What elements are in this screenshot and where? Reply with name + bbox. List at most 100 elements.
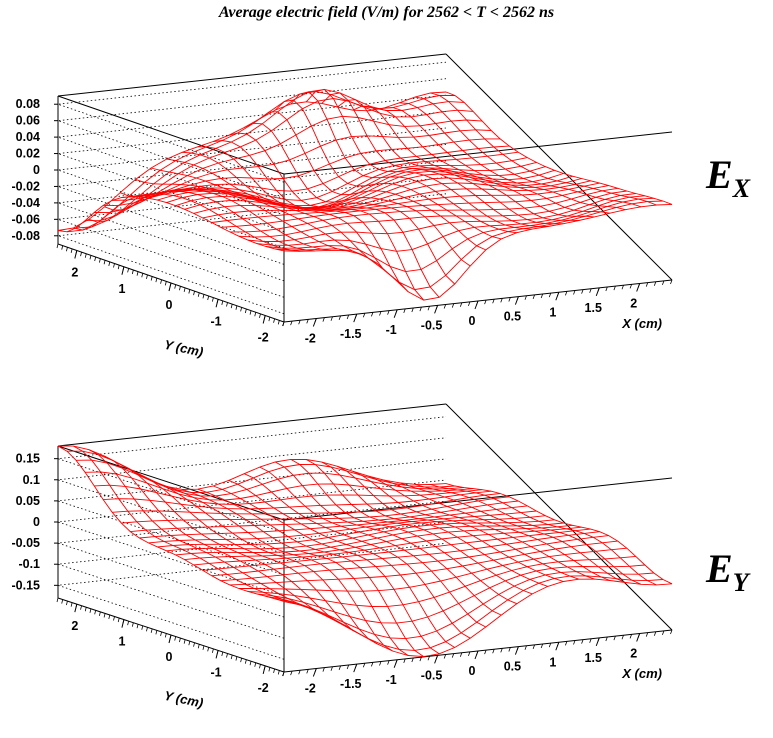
y-minor-tick — [211, 297, 214, 302]
y-minor-tick — [230, 654, 233, 660]
mesh-line-y — [73, 193, 300, 252]
back-left-wall-edge — [57, 446, 285, 673]
mesh-line-x — [247, 555, 636, 607]
y-minor-tick — [254, 312, 257, 317]
x-tick-label: 0 — [469, 314, 476, 328]
x-tick-label: -0.5 — [421, 668, 443, 682]
z-tick-label: -0.15 — [12, 578, 41, 592]
x-minor-tick — [346, 664, 350, 670]
right-vertical-edge — [445, 403, 673, 631]
y-minor-tick — [235, 656, 238, 661]
mesh-line-y — [337, 99, 564, 225]
mesh-line-x — [274, 575, 664, 651]
back-top-edge — [57, 403, 447, 447]
x-minor-tick — [443, 304, 447, 309]
x-tick-label: 1.5 — [585, 651, 602, 665]
left-top-edge — [57, 445, 285, 521]
component-label-sub: Y — [733, 568, 751, 597]
mesh-line-x — [103, 129, 492, 206]
x-minor-tick — [629, 634, 632, 639]
ey-surface-panel: 0.15 0.1 0.05 0 -0.05 -0.1 -0.15 -2 -1.5 -1 -0.5 0 0… — [12, 403, 751, 711]
z-tick-label: -0.05 — [12, 536, 41, 550]
y-minor-tick — [207, 647, 210, 652]
y-minor-tick — [273, 668, 275, 674]
x-minor-tick — [290, 670, 293, 676]
mesh-line-y — [57, 196, 285, 252]
y-minor-tick — [141, 625, 144, 630]
x-minor-tick — [387, 310, 390, 315]
mesh-line-y — [104, 455, 331, 618]
y-minor-tick — [113, 263, 115, 268]
y-minor-tick — [122, 619, 125, 624]
mesh-line-x — [130, 151, 519, 201]
y-minor-tick — [277, 670, 280, 675]
mesh-line-x — [256, 564, 645, 624]
x-minor-tick — [484, 299, 487, 305]
front-top-edge — [283, 131, 673, 175]
y-tick-label: 0 — [166, 298, 173, 312]
x-minor-tick — [403, 658, 406, 664]
mesh-line-x — [121, 496, 510, 524]
y-axis-label: Y (cm) — [163, 688, 205, 711]
y-minor-tick — [282, 321, 285, 327]
y-tick-label: 0 — [166, 650, 173, 664]
z-tick-label: 0.08 — [16, 97, 40, 111]
x-minor-tick — [492, 649, 495, 654]
y-minor-tick — [98, 611, 101, 616]
z-tick-label: 0 — [33, 515, 40, 529]
mesh-line-x — [85, 98, 474, 222]
x-minor-tick — [621, 285, 624, 290]
mesh-line-x — [265, 197, 654, 273]
mesh-line-x — [220, 535, 609, 582]
back-left-wall-edge — [57, 96, 285, 323]
y-minor-tick — [216, 299, 219, 304]
x-minor-tick — [395, 659, 398, 664]
x-minor-tick — [371, 662, 374, 667]
mesh-line-x — [175, 173, 564, 209]
mesh-line-x — [112, 138, 501, 201]
mesh-line-y — [135, 472, 362, 636]
x-tick-label: 0.5 — [504, 310, 521, 324]
x-minor-tick — [670, 629, 673, 635]
x-minor-tick — [532, 644, 535, 650]
x-tick-label: -1.5 — [340, 327, 362, 341]
y-minor-tick — [164, 633, 167, 638]
mesh-line-x — [238, 547, 627, 592]
y-minor-tick — [249, 661, 252, 666]
x-minor-tick — [589, 288, 592, 293]
z-gridline — [57, 193, 447, 315]
mesh-line-y — [275, 461, 502, 616]
mesh-line-x — [202, 180, 591, 219]
x-minor-tick — [548, 642, 552, 648]
surface-mesh — [57, 88, 673, 301]
y-minor-tick — [141, 273, 144, 278]
y-minor-tick — [113, 616, 115, 621]
y-tick-label: 1 — [118, 282, 125, 296]
x-minor-tick — [298, 320, 301, 325]
x-minor-tick — [484, 649, 487, 655]
y-minor-tick — [84, 253, 87, 258]
y-minor-tick — [136, 624, 139, 629]
x-minor-tick — [653, 631, 657, 636]
y-minor-tick — [98, 258, 101, 263]
y-minor-tick — [94, 610, 97, 615]
x-minor-tick — [403, 308, 406, 314]
mesh-line-y — [352, 105, 579, 221]
y-minor-tick — [155, 278, 158, 283]
mesh-line-x — [247, 193, 636, 242]
x-minor-tick — [629, 284, 632, 289]
x-minor-tick — [427, 656, 430, 661]
x-minor-tick — [653, 281, 657, 286]
x-axis-label: X (cm) — [621, 666, 662, 681]
x-minor-tick — [540, 643, 544, 649]
y-minor-tick — [263, 665, 266, 670]
x-minor-tick — [613, 635, 616, 641]
mesh-line-x — [85, 471, 474, 501]
y-minor-tick — [273, 318, 275, 323]
mesh-line-y — [383, 479, 611, 581]
front-top-edge — [283, 477, 673, 521]
mesh-line-y — [135, 178, 362, 255]
component-label-main: E — [705, 152, 733, 197]
mesh-line-x — [76, 459, 465, 497]
x-minor-tick — [468, 301, 471, 307]
